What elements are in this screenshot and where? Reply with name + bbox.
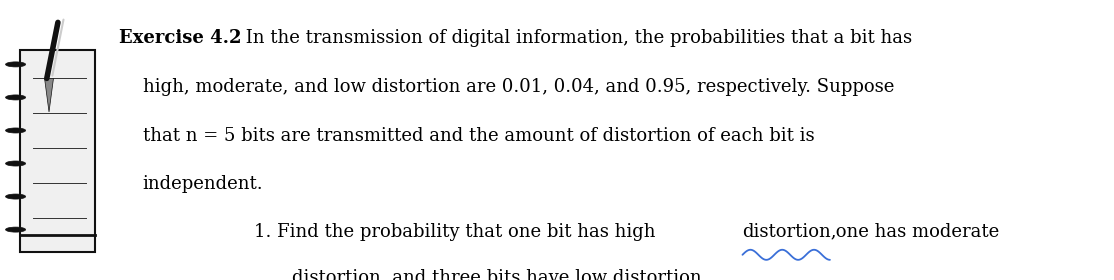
Text: Exercise 4.2: Exercise 4.2	[119, 29, 242, 47]
Circle shape	[6, 227, 26, 232]
Circle shape	[6, 128, 26, 133]
Circle shape	[6, 62, 26, 67]
Text: one has moderate: one has moderate	[830, 223, 999, 241]
Polygon shape	[20, 50, 95, 252]
Text: In the transmission of digital information, the probabilities that a bit has: In the transmission of digital informati…	[240, 29, 911, 47]
Text: that n = 5 bits are transmitted and the amount of distortion of each bit is: that n = 5 bits are transmitted and the …	[143, 127, 814, 144]
Text: distortion,: distortion,	[742, 223, 837, 241]
Text: distortion, and three bits have low distortion.: distortion, and three bits have low dist…	[292, 269, 707, 280]
Text: independent.: independent.	[143, 175, 263, 193]
Circle shape	[6, 95, 26, 100]
Circle shape	[6, 194, 26, 199]
Circle shape	[6, 161, 26, 166]
Text: high, moderate, and low distortion are 0.01, 0.04, and 0.95, respectively. Suppo: high, moderate, and low distortion are 0…	[143, 78, 893, 96]
Text: 1. Find the probability that one bit has high: 1. Find the probability that one bit has…	[254, 223, 662, 241]
Polygon shape	[45, 78, 53, 112]
